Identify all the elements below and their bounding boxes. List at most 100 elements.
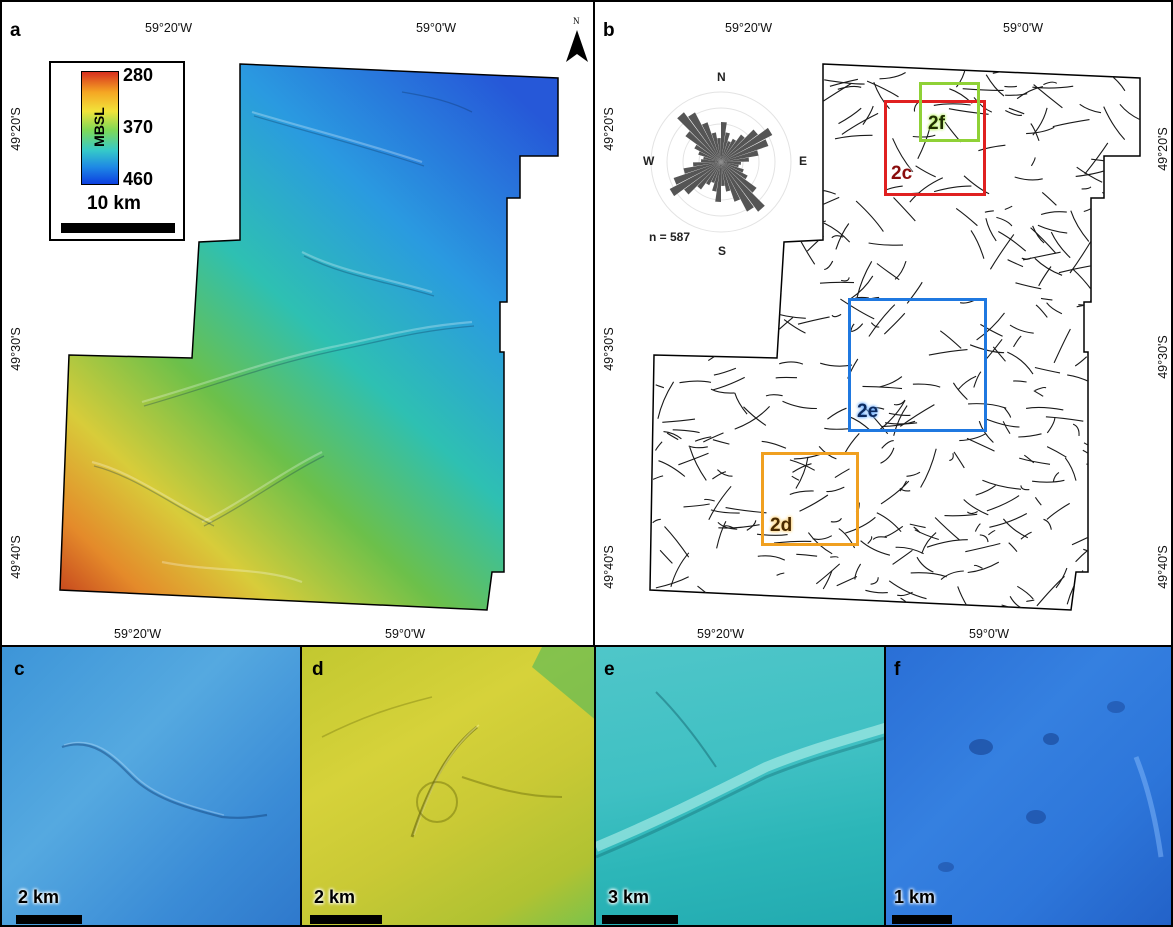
- lineament-trace: [831, 235, 844, 239]
- panel-label-b: b: [603, 20, 615, 41]
- lineament-trace: [1002, 518, 1029, 539]
- lineament-trace: [940, 570, 964, 581]
- lineament-trace: [1138, 386, 1140, 390]
- lineament-trace: [910, 572, 947, 578]
- rose-petal: [721, 162, 741, 165]
- lineament-trace: [1052, 471, 1060, 482]
- lineament-trace: [963, 499, 989, 516]
- lineament-trace: [1007, 351, 1034, 375]
- lineament-trace: [988, 529, 996, 536]
- lineament-trace: [1093, 385, 1123, 398]
- rose-petal: [684, 162, 721, 195]
- lineament-trace: [823, 222, 851, 243]
- lineament-trace: [968, 403, 1007, 409]
- lineament-trace: [713, 367, 737, 376]
- lineament-trace: [876, 263, 900, 281]
- lineament-trace: [723, 525, 736, 530]
- lineament-trace: [831, 313, 842, 318]
- lineament-trace: [1033, 84, 1063, 109]
- lineament-trace: [834, 134, 873, 140]
- lineament-trace: [834, 468, 850, 479]
- lineament-trace: [1118, 558, 1135, 566]
- lineament-trace: [850, 275, 874, 300]
- lineament-trace: [1005, 93, 1028, 96]
- lineament-trace: [1079, 103, 1102, 114]
- lineament-trace: [880, 447, 895, 464]
- panel-label-f: f: [894, 659, 901, 680]
- lineament-trace: [650, 341, 660, 349]
- lineament-trace: [1038, 266, 1052, 287]
- panel-b-lineament-map: b 59°20'W 59°0'W 59°20'W 59°0'W 49°20'S …: [593, 0, 1173, 647]
- lineament-trace: [765, 394, 783, 397]
- lineament-trace: [1026, 126, 1055, 135]
- lineament-trace: [694, 436, 712, 442]
- lineament-trace: [973, 97, 993, 113]
- lineament-trace: [1015, 282, 1042, 290]
- lineament-trace: [734, 392, 748, 415]
- lineament-trace: [799, 494, 829, 512]
- lineament-trace: [819, 281, 855, 284]
- rose-east-label: E: [799, 154, 808, 168]
- lineament-trace: [797, 316, 830, 325]
- rose-petal: [721, 162, 765, 212]
- lineament-trace: [734, 406, 771, 430]
- lineament-trace: [928, 349, 968, 356]
- lineament-trace: [1034, 257, 1063, 276]
- lineament-trace: [1124, 204, 1135, 210]
- lineament-trace: [881, 420, 916, 428]
- lineament-trace: [652, 475, 664, 480]
- lineament-trace: [670, 552, 690, 587]
- lineament-trace: [975, 484, 996, 496]
- rose-petal: [721, 139, 769, 162]
- lineament-trace: [915, 165, 936, 178]
- lineament-trace: [655, 441, 663, 451]
- scale-label-e: 3 km: [608, 887, 650, 907]
- lineament-trace: [824, 260, 834, 271]
- lineament-trace: [870, 577, 879, 585]
- lineament-trace: [1116, 280, 1130, 284]
- lineament-trace: [892, 138, 914, 173]
- lineament-trace: [1107, 494, 1123, 499]
- lineament-trace: [933, 103, 971, 106]
- lineament-trace: [1130, 537, 1140, 541]
- lineament-trace: [1108, 431, 1124, 460]
- lineament-trace: [750, 278, 782, 294]
- lineament-trace: [876, 512, 902, 533]
- lineament-trace: [985, 218, 997, 242]
- lineament-trace: [665, 258, 687, 292]
- legend-unit-label: MBSL: [91, 107, 107, 147]
- lineament-trace: [916, 556, 934, 573]
- scale-label-f: 1 km: [894, 887, 936, 907]
- lineament-trace: [838, 107, 862, 125]
- lineament-trace: [881, 440, 894, 449]
- lineament-trace: [1030, 227, 1057, 254]
- lineament-trace: [892, 549, 913, 565]
- rose-south-label: S: [718, 244, 727, 258]
- lineament-trace: [789, 490, 814, 496]
- lineament-trace: [688, 445, 708, 449]
- lineament-trace: [966, 511, 978, 515]
- lon-label-top-1: 59°20'W: [725, 21, 772, 35]
- lineament-trace: [989, 513, 1028, 528]
- lineament-trace: [1045, 416, 1084, 422]
- lineament-trace: [1070, 210, 1090, 242]
- legend-tick-460: 460: [123, 169, 154, 189]
- lineament-trace: [840, 277, 850, 282]
- lineament-trace: [1041, 191, 1057, 206]
- lineament-trace: [1122, 491, 1140, 499]
- lineament-trace: [1009, 324, 1034, 334]
- rose-petal: [721, 150, 759, 162]
- lineament-trace: [1040, 211, 1067, 216]
- lineament-trace: [1114, 316, 1123, 332]
- inset-box-2c-label: 2c: [891, 163, 913, 184]
- lon-label-top-1: 59°20'W: [145, 21, 192, 35]
- lineament-trace: [1139, 81, 1140, 106]
- panel-label-a: a: [10, 20, 21, 41]
- lineament-trace: [1032, 225, 1045, 244]
- lineament-trace: [962, 88, 1004, 91]
- lineament-trace: [1090, 463, 1132, 466]
- lineament-trace: [845, 516, 876, 534]
- lineament-trace: [969, 344, 1005, 354]
- rose-petal: [721, 127, 773, 162]
- lineament-trace: [1053, 328, 1071, 364]
